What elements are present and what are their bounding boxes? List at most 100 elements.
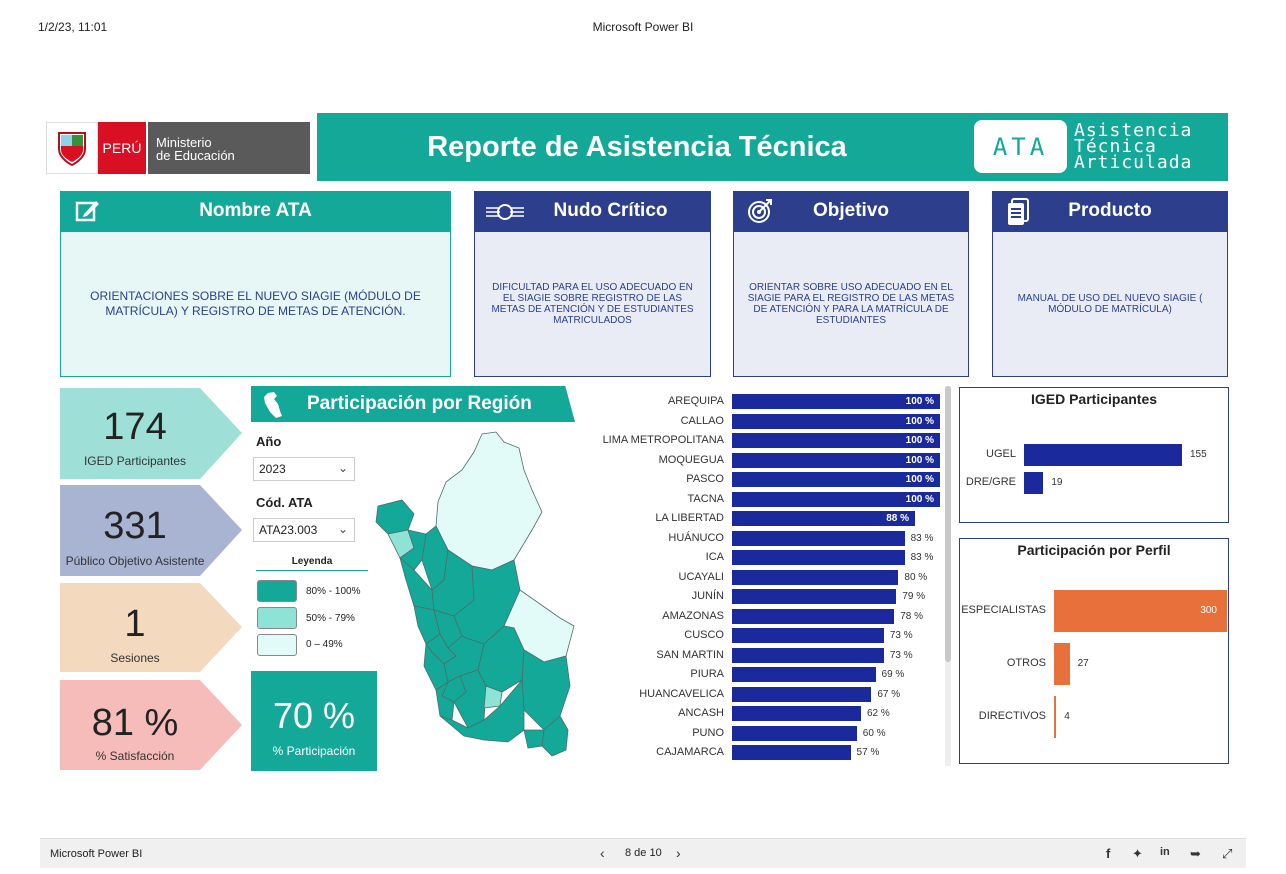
region-bar[interactable] (732, 511, 916, 526)
region-bar-value: 88 % (886, 513, 910, 524)
footer-bar: Microsoft Power BI ‹ 8 de 10 › f ✦ in ➥ … (40, 838, 1246, 868)
region-bar-value: 73 % (889, 630, 913, 641)
panel-bar[interactable] (1054, 590, 1227, 632)
panel-title: Participación por Perfil (1017, 542, 1171, 558)
region-bar-value: 67 % (877, 688, 901, 700)
card-title: Nudo Crítico (553, 200, 668, 221)
fullscreen-icon[interactable]: ⤢ (1222, 846, 1233, 861)
ata-logo: ATA (974, 120, 1067, 173)
next-page-icon[interactable]: › (676, 845, 681, 861)
map-region-loreto (435, 431, 543, 571)
panel-bar[interactable] (1054, 696, 1057, 738)
kpi-value: 331 (103, 505, 167, 547)
region-bar[interactable] (732, 745, 851, 760)
region-bar-label: LA LIBERTAD (655, 512, 724, 524)
panel-bar-value: 155 (1190, 449, 1207, 460)
twitter-icon[interactable]: ✦ (1132, 846, 1143, 861)
region-bar[interactable] (732, 472, 940, 487)
panel-bar-label: OTROS (1006, 657, 1046, 669)
panel-bar-value: 19 (1051, 477, 1063, 488)
map-region-arequipa (439, 678, 525, 743)
kpi-label: Sesiones (110, 651, 160, 665)
participation-label: % Participación (272, 744, 356, 758)
card-header: Producto (992, 191, 1228, 231)
region-bar[interactable] (732, 608, 895, 624)
kpi-value: 1 (124, 603, 146, 645)
map-region-tacna (541, 715, 569, 757)
region-bar-value: 78 % (900, 610, 924, 622)
region-bar-value: 79 % (902, 591, 926, 602)
region-bar[interactable] (732, 686, 872, 702)
panel-bar[interactable] (1024, 444, 1182, 466)
region-bar[interactable] (732, 394, 940, 409)
region-bar-value: 62 % (866, 708, 890, 719)
report-title: Reporte de Asistencia Técnica (427, 130, 847, 163)
region-bar[interactable] (732, 491, 940, 507)
panel-bar-label: DRE/GRE (965, 476, 1016, 488)
legend-label-low: 0 – 49% (306, 639, 343, 650)
region-bar[interactable] (732, 413, 940, 429)
region-bar-value: 83 % (910, 552, 934, 563)
code-select-value: ATA23.003 (259, 523, 318, 537)
region-bar[interactable] (732, 589, 897, 604)
region-bar-value: 69 % (881, 669, 905, 680)
region-bar-value: 80 % (904, 571, 928, 583)
report-banner: Reporte de Asistencia Técnica ATA Asiste… (317, 113, 1228, 181)
region-bar-value: 57 % (856, 747, 880, 758)
region-bar[interactable] (732, 725, 857, 741)
kpi-arrow-shape (60, 680, 242, 770)
code-select[interactable]: ATA23.003 ⌄ (253, 518, 355, 542)
knot-icon (486, 201, 524, 227)
region-bar[interactable] (732, 550, 905, 565)
panel-bar-value: 4 (1064, 711, 1070, 722)
region-bar[interactable] (732, 628, 884, 643)
region-bar[interactable] (732, 433, 940, 448)
region-bar[interactable] (732, 647, 884, 663)
legend-swatch-low (257, 634, 297, 656)
kpi-iged-participantes: 174 IGED Participantes (60, 388, 242, 479)
region-bar-label: JUNÍN (691, 590, 724, 602)
map-region-tumbes-piura (375, 499, 415, 535)
year-select-value: 2023 (259, 462, 286, 476)
card-title: Nombre ATA (199, 200, 312, 221)
region-bar-label: TACNA (687, 492, 724, 505)
card-text: DIFICULTAD PARA EL USO ADECUADO EN EL SI… (474, 231, 711, 377)
peru-region-map[interactable] (374, 430, 602, 760)
region-bar-label: CALLAO (680, 414, 724, 427)
chart-scrollbar-thumb[interactable] (945, 386, 951, 662)
region-bar-label: PASCO (686, 473, 724, 485)
year-filter-label: Año (256, 434, 282, 449)
region-bar[interactable] (732, 530, 905, 546)
ministry-name: Ministerio de Educación (148, 122, 310, 174)
region-bar-label: UCAYALI (678, 570, 724, 583)
ata-line-1: Asistencia (1074, 120, 1193, 141)
legend-label-high: 80% - 100% (306, 586, 361, 597)
year-select[interactable]: 2023 ⌄ (253, 457, 355, 481)
linkedin-icon[interactable]: in (1160, 846, 1170, 858)
code-filter-label: Cód. ATA (256, 495, 313, 510)
share-icon[interactable]: ➥ (1190, 846, 1201, 861)
region-bar-value: 100 % (905, 396, 934, 407)
region-bar-label: HUANCAVELICA (639, 687, 724, 700)
target-icon (747, 198, 773, 230)
peru-shield-icon (46, 122, 98, 174)
legend-swatch-mid (257, 607, 297, 629)
region-bar[interactable] (732, 706, 861, 721)
peru-label: PERÚ (98, 122, 146, 174)
region-bar[interactable] (732, 667, 876, 682)
panel-bar-label: UGEL (986, 448, 1016, 460)
perfil-panel: Participación por Perfil ESPECIALISTAS 30… (959, 538, 1229, 764)
panel-bar[interactable] (1024, 472, 1044, 494)
card-text: ORIENTACIONES SOBRE EL NUEVO SIAGIE (MÓD… (60, 231, 451, 377)
region-bar[interactable] (732, 569, 899, 585)
footer-brand: Microsoft Power BI (50, 848, 143, 860)
browser-title: Microsoft Power BI (592, 20, 694, 34)
region-bar-value: 100 % (905, 474, 934, 485)
kpi-value: 81 % (91, 702, 179, 744)
panel-bar-value: 27 (1077, 658, 1089, 669)
prev-page-icon[interactable]: ‹ (600, 845, 605, 861)
region-bar[interactable] (732, 452, 940, 468)
facebook-icon[interactable]: f (1106, 846, 1111, 861)
panel-bar[interactable] (1054, 643, 1070, 685)
card-producto: Producto MANUAL DE USO DEL NUEVO SIAGIE … (992, 191, 1228, 377)
